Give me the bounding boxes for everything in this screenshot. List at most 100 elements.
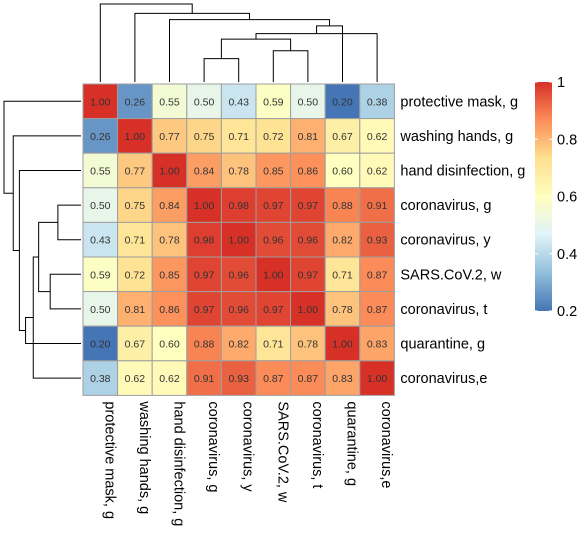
column-dendrogram-branch bbox=[203, 58, 240, 82]
cell-value-label: 0.91 bbox=[367, 200, 388, 212]
heatmap-cell bbox=[117, 152, 153, 189]
cell-value-label: 1.00 bbox=[90, 96, 111, 108]
cell-value-label: 0.82 bbox=[332, 235, 353, 247]
heatmap-cell bbox=[220, 221, 257, 258]
heatmap-cell bbox=[220, 118, 257, 154]
heatmap-cell bbox=[359, 152, 395, 189]
row-dendrogram-branch bbox=[25, 317, 81, 344]
cell-value-label: 0.87 bbox=[298, 373, 319, 385]
column-label: coronavirus, g bbox=[205, 401, 221, 492]
cell-value-label: 0.96 bbox=[228, 269, 249, 281]
heatmap-cell bbox=[82, 360, 119, 396]
heatmap-cell bbox=[220, 360, 257, 396]
cell-value-label: 1.00 bbox=[159, 166, 180, 178]
cell-value-label: 0.96 bbox=[228, 304, 249, 316]
cell-value-label: 0.20 bbox=[90, 339, 111, 351]
cell-value-label: 0.78 bbox=[159, 235, 180, 247]
column-dendrogram-branch bbox=[255, 33, 378, 82]
row-label: quarantine, g bbox=[400, 337, 485, 353]
cell-value-label: 0.78 bbox=[228, 166, 249, 178]
heatmap-cell bbox=[151, 152, 188, 189]
cell-value-label: 0.97 bbox=[194, 304, 215, 316]
heatmap-cell bbox=[151, 360, 188, 396]
colorbar-tick-label: 0.6 bbox=[557, 190, 577, 206]
column-label: protective mask, g bbox=[101, 401, 117, 519]
row-dendrogram-branch bbox=[32, 256, 81, 379]
heatmap-cell bbox=[255, 360, 292, 396]
cell-value-label: 0.55 bbox=[90, 166, 111, 178]
cell-value-label: 0.38 bbox=[90, 373, 111, 385]
heatmap-cell bbox=[255, 325, 292, 362]
heatmap-cell bbox=[324, 118, 361, 154]
row-label: coronavirus, t bbox=[400, 302, 487, 318]
cell-value-label: 0.97 bbox=[298, 200, 319, 212]
row-dendrogram-branch bbox=[38, 221, 58, 293]
cell-value-label: 0.71 bbox=[228, 131, 249, 143]
colorbar bbox=[535, 82, 552, 311]
cell-value-label: 0.88 bbox=[194, 339, 215, 351]
heatmap-cell bbox=[151, 187, 188, 223]
cell-value-label: 0.85 bbox=[159, 269, 180, 281]
heatmap-cell bbox=[186, 325, 222, 362]
cell-value-label: 0.86 bbox=[159, 304, 180, 316]
cell-value-label: 0.72 bbox=[263, 131, 284, 143]
cell-value-label: 0.75 bbox=[125, 200, 146, 212]
cell-value-label: 0.77 bbox=[125, 166, 146, 178]
row-label: coronavirus,e bbox=[400, 371, 487, 387]
heatmap-cell bbox=[255, 152, 292, 189]
heatmap-cell bbox=[151, 291, 188, 327]
cell-value-label: 0.82 bbox=[228, 339, 249, 351]
cell-value-label: 0.93 bbox=[228, 373, 249, 385]
row-label: hand disinfection, g bbox=[400, 164, 525, 180]
row-dendrogram bbox=[3, 100, 81, 379]
cell-value-label: 0.81 bbox=[298, 131, 319, 143]
row-dendrogram-branch bbox=[3, 100, 81, 194]
row-label: coronavirus, y bbox=[400, 233, 491, 249]
cell-value-label: 0.71 bbox=[332, 269, 353, 281]
cell-value-label: 0.62 bbox=[125, 373, 146, 385]
cell-value-label: 0.75 bbox=[194, 131, 215, 143]
cell-value-label: 0.87 bbox=[367, 269, 388, 281]
row-label: washing hands, g bbox=[399, 129, 513, 145]
heatmap-cell bbox=[151, 118, 188, 154]
cell-value-label: 0.67 bbox=[125, 339, 146, 351]
cell-value-label: 0.91 bbox=[194, 373, 215, 385]
cell-value-label: 0.50 bbox=[298, 96, 319, 108]
cell-value-label: 0.98 bbox=[228, 200, 249, 212]
heatmap-cell bbox=[324, 325, 361, 362]
heatmap-cell bbox=[359, 325, 395, 362]
cell-value-label: 0.60 bbox=[159, 339, 180, 351]
cell-value-label: 0.55 bbox=[159, 96, 180, 108]
cell-value-label: 0.60 bbox=[332, 166, 353, 178]
colorbar-tick-label: 0.2 bbox=[557, 304, 577, 320]
heatmap-cell bbox=[186, 187, 222, 223]
cell-value-label: 0.38 bbox=[367, 96, 388, 108]
cell-value-label: 0.96 bbox=[298, 235, 319, 247]
heatmap-cell bbox=[82, 325, 119, 362]
heatmap-cell bbox=[151, 83, 188, 120]
cell-value-label: 0.97 bbox=[263, 304, 284, 316]
cell-value-label: 0.87 bbox=[367, 304, 388, 316]
color-legend: 1 0.8 0.6 0.4 0.2 bbox=[535, 75, 577, 320]
cell-value-label: 1.00 bbox=[194, 200, 215, 212]
heatmap-cell bbox=[117, 360, 153, 396]
heatmap-cell bbox=[117, 221, 153, 258]
heatmap-cell bbox=[186, 83, 222, 120]
column-dendrogram-branch bbox=[99, 3, 193, 82]
column-dendrogram bbox=[99, 3, 378, 82]
cell-value-label: 0.67 bbox=[332, 131, 353, 143]
row-dendrogram-branch bbox=[12, 135, 81, 252]
heatmap-cell bbox=[186, 221, 222, 258]
cell-value-label: 0.26 bbox=[125, 96, 146, 108]
heatmap-cell bbox=[117, 118, 153, 154]
cell-value-label: 0.84 bbox=[159, 200, 180, 212]
cell-value-label: 0.98 bbox=[194, 235, 215, 247]
cell-value-label: 0.93 bbox=[367, 235, 388, 247]
heatmap-cell bbox=[255, 118, 292, 154]
cell-value-label: 0.96 bbox=[263, 235, 284, 247]
heatmap-cell bbox=[220, 152, 257, 189]
cell-value-label: 0.83 bbox=[332, 373, 353, 385]
cell-value-label: 0.71 bbox=[125, 235, 146, 247]
heatmap-cell bbox=[117, 325, 153, 362]
heatmap-cell bbox=[324, 360, 361, 396]
